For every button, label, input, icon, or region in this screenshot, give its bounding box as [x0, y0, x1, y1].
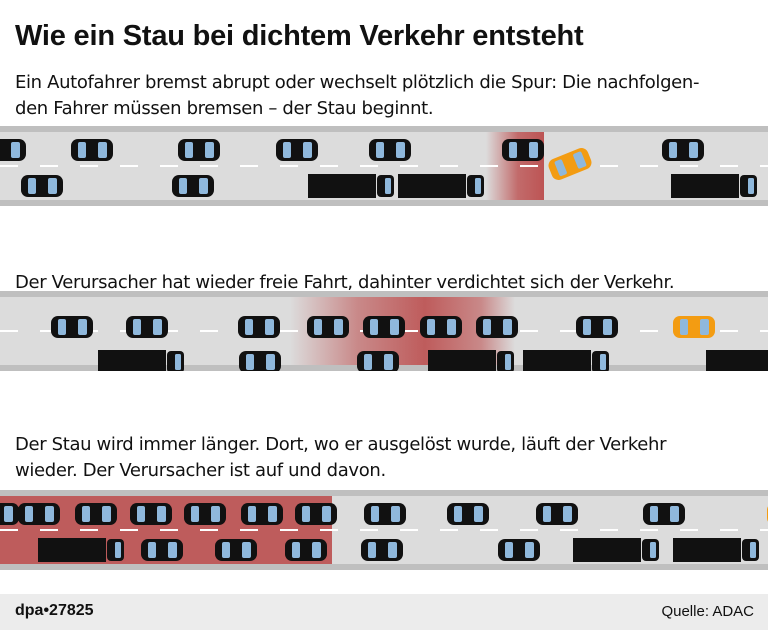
- road-2-illustration: [0, 291, 768, 371]
- car: [239, 351, 281, 371]
- road-3-illustration: [0, 490, 768, 570]
- car: [241, 503, 283, 525]
- car: [662, 139, 704, 161]
- road-shoulder-bottom: [0, 200, 768, 206]
- car: [295, 503, 337, 525]
- car: [498, 539, 540, 561]
- car: [643, 503, 685, 525]
- car: [215, 539, 257, 561]
- car: [476, 316, 518, 338]
- car: [536, 503, 578, 525]
- car: [130, 503, 172, 525]
- truck: [706, 350, 768, 371]
- road-1-illustration: [0, 126, 768, 206]
- car: [141, 539, 183, 561]
- car: [75, 503, 117, 525]
- truck: [671, 174, 757, 198]
- car: [369, 139, 411, 161]
- road-step-2: [0, 291, 768, 371]
- road-shoulder-top: [0, 126, 768, 132]
- step-2-caption: Der Verursacher hat wieder freie Fahrt, …: [15, 272, 675, 293]
- road-step-3: [0, 490, 768, 570]
- car: [51, 316, 93, 338]
- car: [21, 175, 63, 197]
- footer-bar: dpa•27825 Quelle: ADAC: [0, 594, 768, 630]
- car: [178, 139, 220, 161]
- truck: [523, 350, 609, 371]
- truck: [573, 538, 659, 562]
- step-1-caption: Ein Autofahrer bremst abrupt oder wechse…: [15, 72, 700, 119]
- truck: [673, 538, 759, 562]
- truck: [398, 174, 484, 198]
- truck: [38, 538, 124, 562]
- car: [357, 351, 399, 371]
- truck: [98, 350, 184, 371]
- step-3-caption: Der Stau wird immer länger. Dort, wo er …: [15, 434, 667, 481]
- car: [172, 175, 214, 197]
- car: [0, 139, 26, 161]
- source-credit: Quelle: ADAC: [661, 603, 754, 620]
- car: [420, 316, 462, 338]
- causer-car: [548, 148, 592, 180]
- car: [285, 539, 327, 561]
- car: [0, 503, 19, 525]
- car: [502, 139, 544, 161]
- infographic-title: Wie ein Stau bei dichtem Verkehr entsteh…: [15, 20, 584, 52]
- car: [71, 139, 113, 161]
- car: [364, 503, 406, 525]
- car: [184, 503, 226, 525]
- car: [363, 316, 405, 338]
- car: [238, 316, 280, 338]
- causer-car: [673, 316, 715, 338]
- truck: [428, 350, 514, 371]
- car: [126, 316, 168, 338]
- car: [307, 316, 349, 338]
- road-shoulder-top: [0, 291, 768, 297]
- car: [361, 539, 403, 561]
- road-shoulder-top: [0, 490, 768, 496]
- agency-id: dpa•27825: [15, 602, 94, 619]
- car: [276, 139, 318, 161]
- car: [447, 503, 489, 525]
- road-shoulder-bottom: [0, 564, 768, 570]
- car: [576, 316, 618, 338]
- truck: [308, 174, 394, 198]
- road-step-1: [0, 126, 768, 206]
- car: [18, 503, 60, 525]
